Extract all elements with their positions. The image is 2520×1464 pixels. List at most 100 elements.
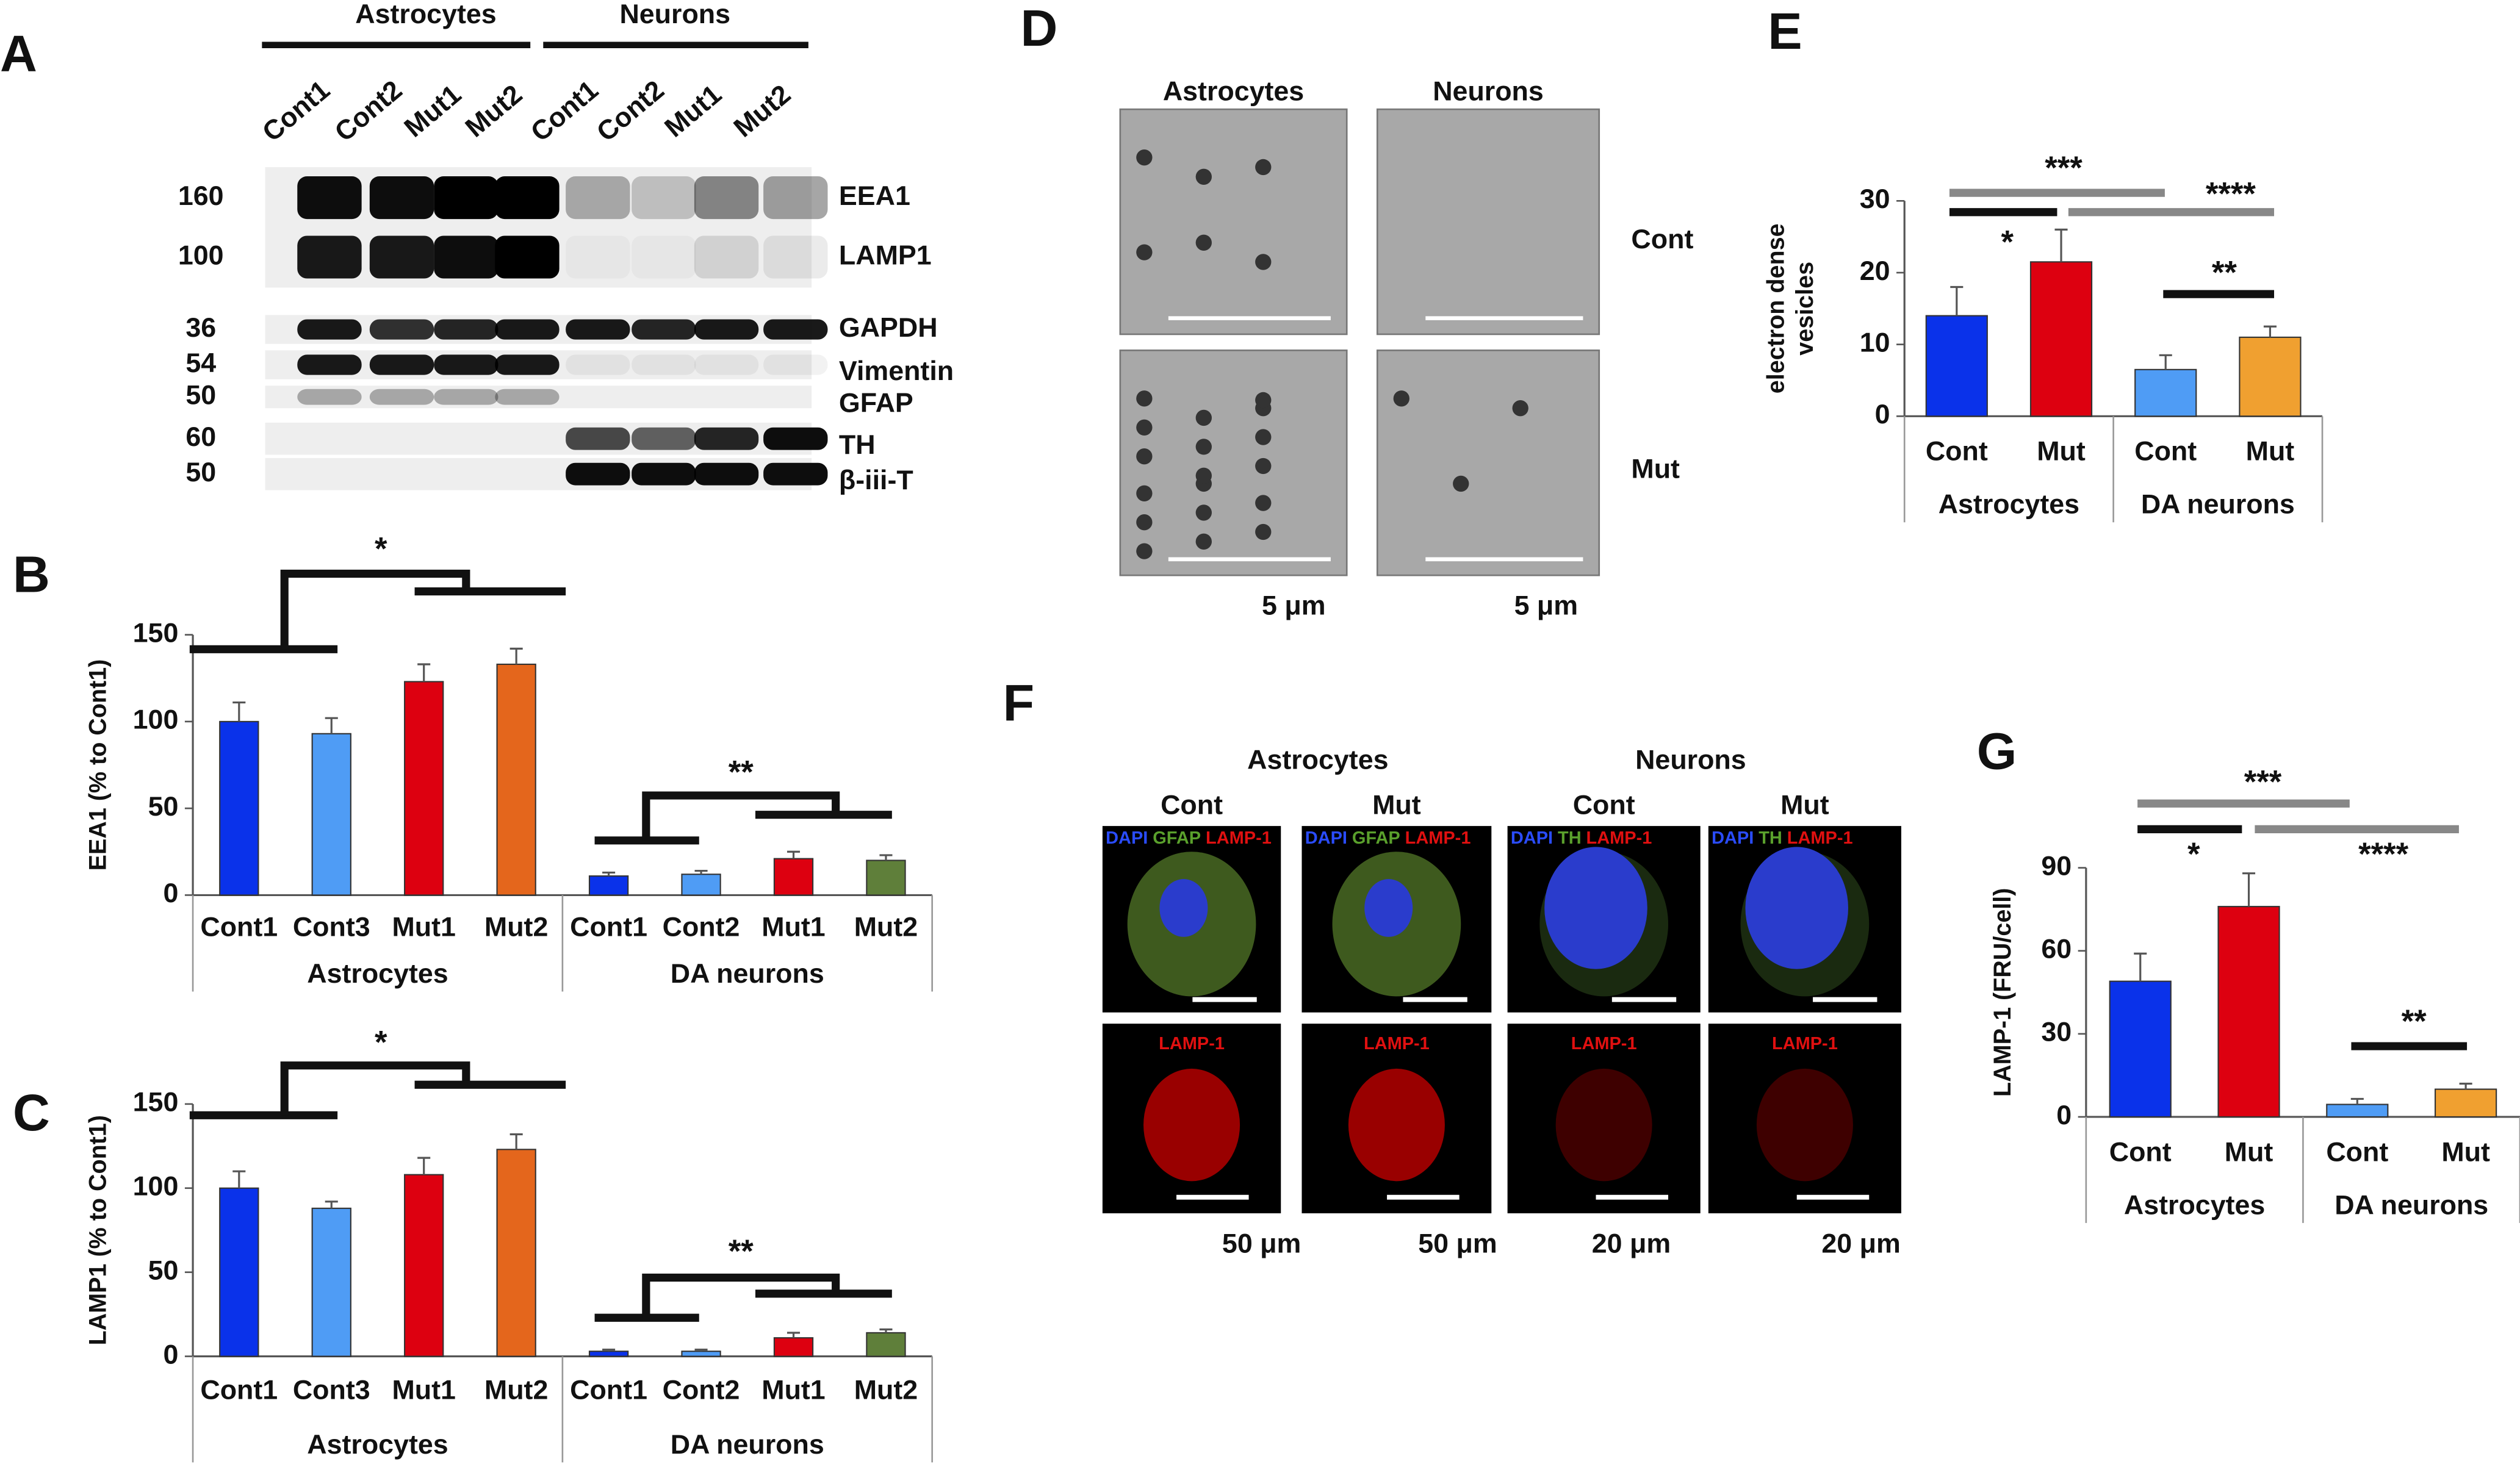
band [763,176,828,220]
significance-label: * [2187,836,2200,872]
band [632,354,696,375]
vesicle [1136,390,1153,407]
lamp-signal [1348,1068,1445,1182]
channel-label: GFAP [1153,828,1201,848]
vesicle [1195,504,1212,521]
error-bar [879,854,893,861]
band [369,235,434,279]
confocal-condition: Mut [1780,789,1829,820]
y-tick-label: 0 [2056,1100,2072,1130]
em-row: Cont [1631,224,1693,254]
x-tick-label: Mut1 [392,1374,455,1405]
blot-group: Neurons [619,0,730,29]
error-bar [325,717,338,734]
x-tick-label: Mut1 [761,912,825,942]
scale-label: 20 μm [1821,1229,1900,1259]
error-bar [879,1328,893,1333]
channel-label: TH [1558,828,1582,848]
bar [773,858,814,896]
vesicle [1255,523,1272,540]
y-axis-label: LAMP1 (% to Cont1) [85,1115,112,1345]
lane-label: Cont1 [257,74,336,148]
error-bar [2054,228,2068,262]
x-tick-label: Cont [2109,1136,2172,1167]
band [369,176,434,220]
bar [2109,980,2172,1118]
y-tick-label: 100 [133,1171,179,1202]
panel-letter: B [13,546,50,603]
vesicle [1393,390,1409,407]
error-bar [602,871,616,877]
scale-label: 50 μm [1418,1229,1497,1259]
band [632,176,696,220]
mw-label: 60 [185,422,216,452]
bar [588,875,629,896]
blot-strip [265,386,812,409]
error-bar [2159,354,2172,370]
significance-label: **** [2206,176,2256,212]
panel-letter: F [1003,674,1034,731]
mw-label: 160 [178,181,224,211]
band [495,319,560,340]
x-tick-label: Mut2 [854,912,918,942]
error-bar [325,1200,338,1208]
channel-label: LAMP-1 [1586,828,1652,848]
band [763,235,828,279]
band [632,235,696,278]
protein-label: GFAP [839,388,913,418]
band [495,354,560,375]
y-tick-label: 30 [2041,1017,2072,1047]
y-tick-label: 50 [148,791,179,822]
vesicle [1136,448,1153,465]
mw-label: 36 [185,312,216,343]
y-tick-label: 60 [2041,934,2072,964]
band [632,462,696,486]
group-label: DA neurons [671,1429,824,1460]
band [297,235,362,279]
band [763,319,828,340]
scale-label: 5 μm [1262,590,1326,621]
error-bar [694,1348,708,1352]
significance-bracket [280,1061,470,1116]
group-label: DA neurons [2141,489,2295,520]
x-tick-label: Cont3 [293,1374,370,1405]
x-tick-label: Mut1 [761,1374,825,1405]
em-row: Mut [1631,454,1680,484]
x-tick-label: Mut [2037,436,2086,467]
y-tick-label: 0 [163,1339,178,1369]
band [434,319,499,340]
error-bar [2242,872,2256,907]
band [632,427,696,450]
group-label: Astrocytes [307,1429,448,1460]
channel-label: LAMP-1 [1405,828,1471,848]
x-tick-label: Cont3 [293,912,370,942]
significance-label: *** [2244,764,2282,800]
bar [219,720,259,896]
lamp-signal [1143,1068,1240,1182]
significance-label: **** [2358,836,2408,872]
vesicle [1136,514,1153,531]
channel-label: LAMP-1 [1206,828,1272,848]
band [566,427,630,450]
error-bar [602,1348,616,1352]
band [297,354,362,375]
significance-label: * [2001,224,2014,260]
vesicle [1255,458,1272,475]
band [763,462,828,486]
error-bar [509,1133,523,1150]
y-tick-label: 90 [2041,850,2072,881]
significance-label: * [375,1024,387,1060]
y-tick-label: 150 [133,1087,179,1118]
channel-label: LAMP-1 [1159,1034,1225,1053]
band [566,462,630,486]
lamp-signal [1555,1068,1652,1182]
error-bar [1950,285,1964,316]
protein-label: β-iii-T [839,465,913,495]
group-label: Astrocytes [1939,489,2079,520]
vesicle [1255,495,1272,511]
error-bar [232,1170,246,1188]
vesicle [1195,467,1212,484]
channel-label: DAPI [1106,828,1148,848]
error-bar [232,701,246,722]
scale-label: 50 μm [1222,1229,1301,1259]
